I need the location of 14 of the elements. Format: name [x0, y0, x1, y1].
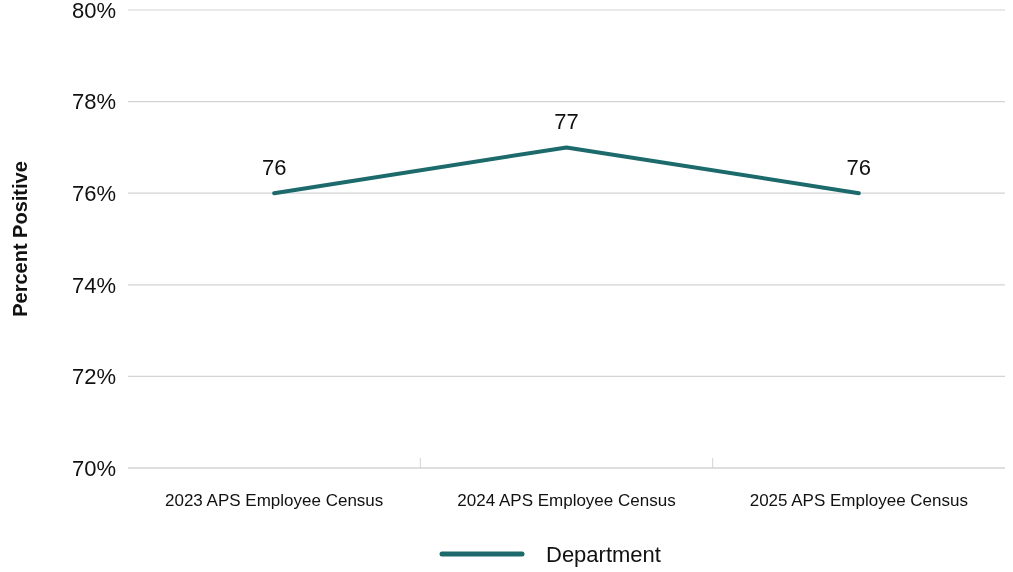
legend-label: Department: [546, 541, 661, 567]
y-tick-label: 80%: [71, 0, 116, 23]
y-tick-label: 72%: [71, 364, 116, 390]
data-label: 76: [261, 155, 287, 181]
y-tick-label: 74%: [71, 272, 116, 298]
x-tick-label: 2025 APS Employee Census: [749, 491, 968, 510]
y-tick-label: 76%: [71, 180, 116, 206]
data-label: 76: [846, 155, 872, 181]
x-tick-label: 2024 APS Employee Census: [457, 491, 676, 510]
y-tick-label: 70%: [71, 455, 116, 481]
y-tick-label: 78%: [71, 89, 116, 115]
x-tick-label: 2023 APS Employee Census: [165, 491, 384, 510]
data-label: 77: [554, 109, 579, 135]
y-axis-title: Percent Positive: [9, 161, 31, 317]
